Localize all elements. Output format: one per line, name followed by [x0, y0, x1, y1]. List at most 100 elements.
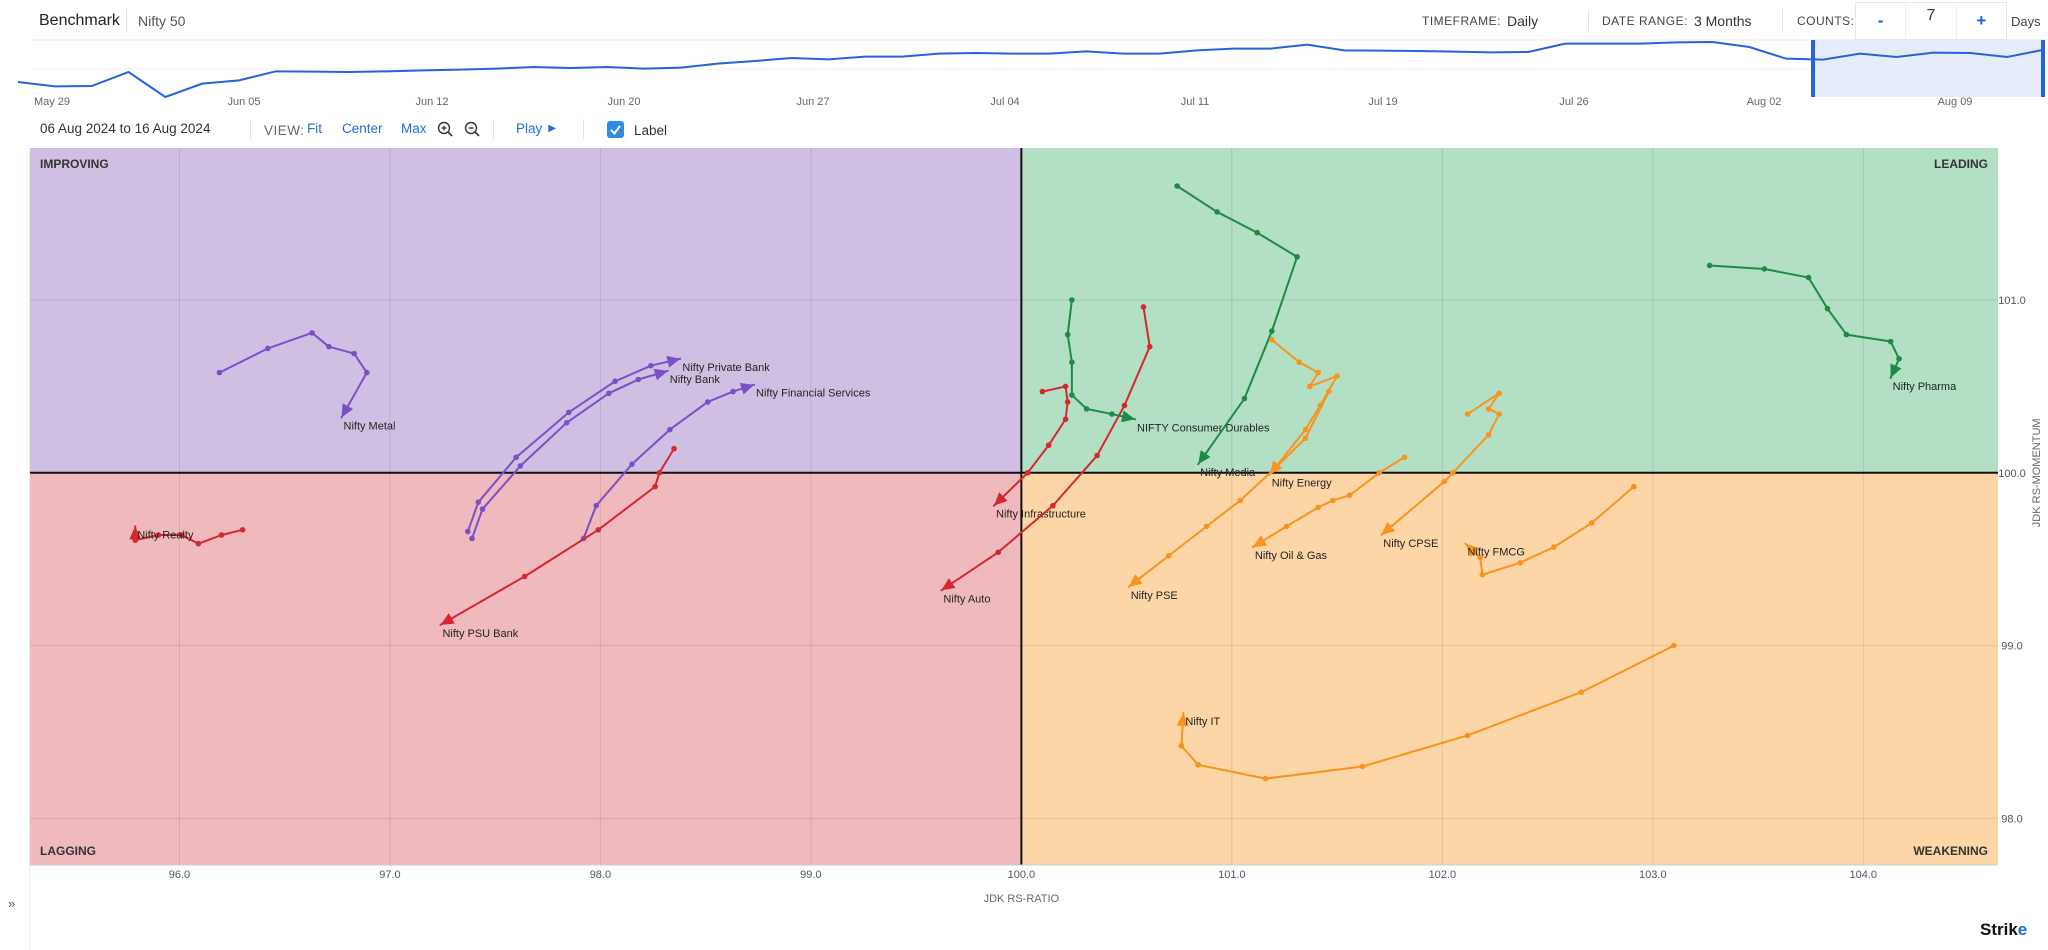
trail-point[interactable] [1271, 466, 1277, 473]
trail-point[interactable] [1140, 304, 1147, 310]
trail-head-arrow[interactable] [1250, 535, 1268, 552]
trail-point[interactable] [239, 527, 246, 533]
counts-decrement-button[interactable]: - [1877, 11, 1884, 30]
trail-point[interactable] [309, 330, 315, 336]
trail-point[interactable] [1761, 266, 1768, 272]
trail-point[interactable] [1824, 305, 1831, 312]
trail-point[interactable] [1359, 763, 1366, 770]
selection-handle-right[interactable] [2041, 40, 2045, 97]
trail-point[interactable] [1269, 328, 1275, 334]
counts-increment-button[interactable]: + [1976, 11, 1987, 30]
trail-point[interactable] [671, 445, 677, 452]
trail-point[interactable] [1024, 470, 1031, 476]
trail-point[interactable] [648, 362, 654, 369]
trail-point[interactable] [1334, 373, 1340, 379]
trail-point[interactable] [1254, 229, 1260, 236]
trail-point[interactable] [1477, 554, 1484, 561]
trail-point[interactable] [606, 390, 612, 397]
trail-head-arrow[interactable] [666, 353, 681, 368]
trail-point[interactable] [1069, 392, 1075, 398]
timeframe-selector[interactable]: TIMEFRAME: Daily [1422, 13, 1538, 29]
trail-nifty-realty[interactable]: Nifty Realty [129, 525, 246, 547]
trail-point[interactable] [1283, 523, 1290, 530]
trail-head-arrow[interactable] [739, 379, 756, 395]
trail-point[interactable] [1174, 183, 1180, 189]
trail-point[interactable] [1843, 331, 1850, 338]
trail-point[interactable] [265, 345, 271, 352]
trail-nifty-fmcg[interactable]: Nifty FMCG [1461, 483, 1637, 578]
play-button[interactable]: Play ▶ [516, 121, 556, 136]
trail-nifty-it[interactable]: Nifty IT [1176, 642, 1677, 782]
trail-point[interactable] [1485, 432, 1492, 438]
trail-point[interactable] [1045, 442, 1052, 448]
trail-point[interactable] [155, 532, 162, 538]
trail-nifty-private-bank[interactable]: Nifty Private Bank [465, 353, 770, 535]
trail-point[interactable] [1578, 689, 1585, 696]
trail-nifty-pharma[interactable]: Nifty Pharma [1706, 262, 1957, 393]
trail-point[interactable] [1330, 497, 1336, 504]
trail-point[interactable] [1121, 402, 1128, 409]
trail-point[interactable] [1062, 416, 1069, 423]
trail-point[interactable] [517, 463, 524, 469]
trail-point[interactable] [1671, 642, 1677, 649]
trail-point[interactable] [1094, 452, 1100, 459]
trail-point[interactable] [1237, 497, 1244, 504]
trail-point[interactable] [1302, 435, 1309, 442]
trail-point[interactable] [1315, 369, 1321, 376]
trail-point[interactable] [652, 483, 658, 490]
trail-point[interactable] [730, 388, 736, 395]
trail-point[interactable] [1302, 426, 1309, 433]
trail-point[interactable] [1039, 388, 1046, 395]
trail-point[interactable] [1294, 254, 1300, 260]
trail-head-arrow[interactable] [1461, 539, 1480, 557]
trail-point[interactable] [995, 549, 1002, 556]
trail-nifty-cpse[interactable]: Nifty CPSE [1377, 390, 1502, 550]
trail-nifty-metal[interactable]: Nifty Metal [216, 330, 396, 433]
view-fit-button[interactable]: Fit [307, 121, 322, 136]
trail-point[interactable] [1401, 454, 1408, 461]
trail-nifty-pse[interactable]: Nifty PSE [1125, 388, 1332, 602]
trail-point[interactable] [1517, 559, 1524, 566]
trail-point[interactable] [1165, 552, 1172, 559]
trail-point[interactable] [1479, 571, 1486, 578]
trail-head-arrow[interactable] [990, 492, 1008, 510]
trail-point[interactable] [612, 378, 618, 385]
trail-point[interactable] [1241, 395, 1248, 402]
trail-nifty-consumer-durables[interactable]: NIFTY Consumer Durables [1064, 297, 1270, 434]
trail-point[interactable] [479, 506, 486, 512]
trail-head-arrow[interactable] [1121, 410, 1136, 426]
counts-input[interactable]: 7 [1905, 3, 1957, 39]
trail-point[interactable] [595, 527, 602, 533]
trail-head-arrow[interactable] [1377, 522, 1396, 540]
trail-point[interactable] [1315, 504, 1321, 511]
trail-nifty-auto[interactable]: Nifty Auto [938, 304, 1153, 605]
trail-point[interactable] [521, 573, 528, 580]
trail-point[interactable] [1450, 470, 1456, 476]
date-range-selector[interactable]: DATE RANGE: 3 Months [1602, 13, 1752, 29]
trail-nifty-media[interactable]: Nifty Media [1174, 183, 1300, 479]
trail-point[interactable] [1485, 406, 1492, 412]
trail-point[interactable] [1262, 775, 1269, 782]
view-center-button[interactable]: Center [342, 121, 383, 136]
trail-point[interactable] [195, 540, 202, 547]
trail-point[interactable] [667, 426, 673, 433]
trail-point[interactable] [593, 502, 599, 509]
trail-point[interactable] [1896, 355, 1902, 362]
trail-nifty-energy[interactable]: Nifty Energy [1265, 336, 1340, 490]
benchmark-timeline[interactable] [0, 0, 2048, 110]
trail-point[interactable] [1887, 338, 1894, 345]
trail-point[interactable] [1203, 523, 1210, 530]
trail-head-arrow[interactable] [1885, 363, 1902, 380]
trail-point[interactable] [629, 461, 635, 467]
trail-point[interactable] [1325, 388, 1332, 395]
trail-point[interactable] [1441, 478, 1448, 485]
trail-head-arrow[interactable] [1176, 712, 1190, 727]
trail-head-arrow[interactable] [437, 613, 455, 630]
zoom-in-icon[interactable] [437, 121, 453, 137]
trail-point[interactable] [1064, 331, 1071, 338]
trail-point[interactable] [1296, 359, 1303, 366]
selection-handle-left[interactable] [1811, 40, 1816, 97]
trail-point[interactable] [1269, 336, 1275, 343]
trail-nifty-financial-services[interactable]: Nifty Financial Services [580, 379, 871, 542]
